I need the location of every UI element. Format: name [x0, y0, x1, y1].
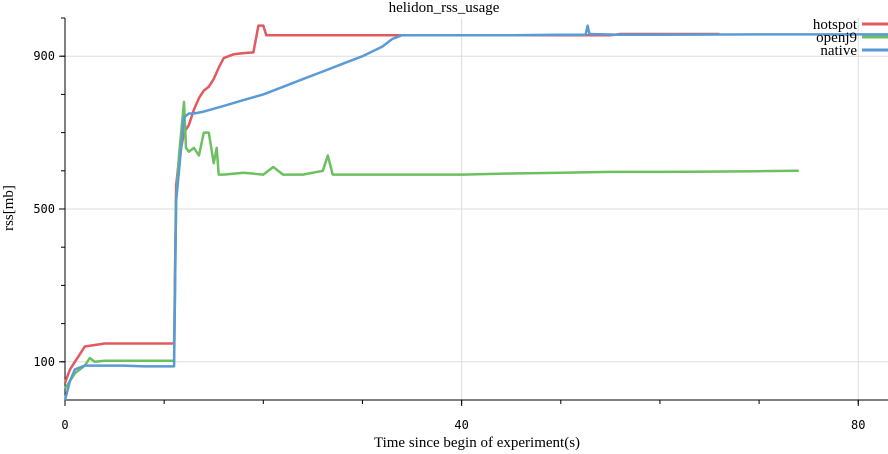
y-axis-label: rss[mb] — [1, 185, 17, 231]
ticks: 0 40 80 100 500 900 — [33, 17, 865, 432]
series — [63, 24, 888, 401]
x-tick-label: 40 — [454, 418, 468, 432]
x-axis-label: Time since begin of experiment(s) — [374, 435, 580, 451]
chart-title: helidon_rss_usage — [389, 0, 500, 16]
legend-label-hotspot: hotspot — [813, 17, 858, 33]
series-line-openj9 — [63, 100, 799, 390]
y-tick-label: 500 — [33, 202, 55, 216]
grid — [64, 18, 888, 400]
legend-label-native: native — [820, 43, 857, 59]
y-tick-label: 100 — [33, 355, 55, 369]
x-tick-label: 80 — [851, 418, 865, 432]
series-line-hotspot — [63, 24, 720, 384]
y-tick-label: 900 — [33, 49, 55, 63]
x-tick-label: 0 — [61, 418, 68, 432]
series-line-native — [63, 24, 888, 401]
legend-label-openj9: openj9 — [816, 30, 857, 46]
